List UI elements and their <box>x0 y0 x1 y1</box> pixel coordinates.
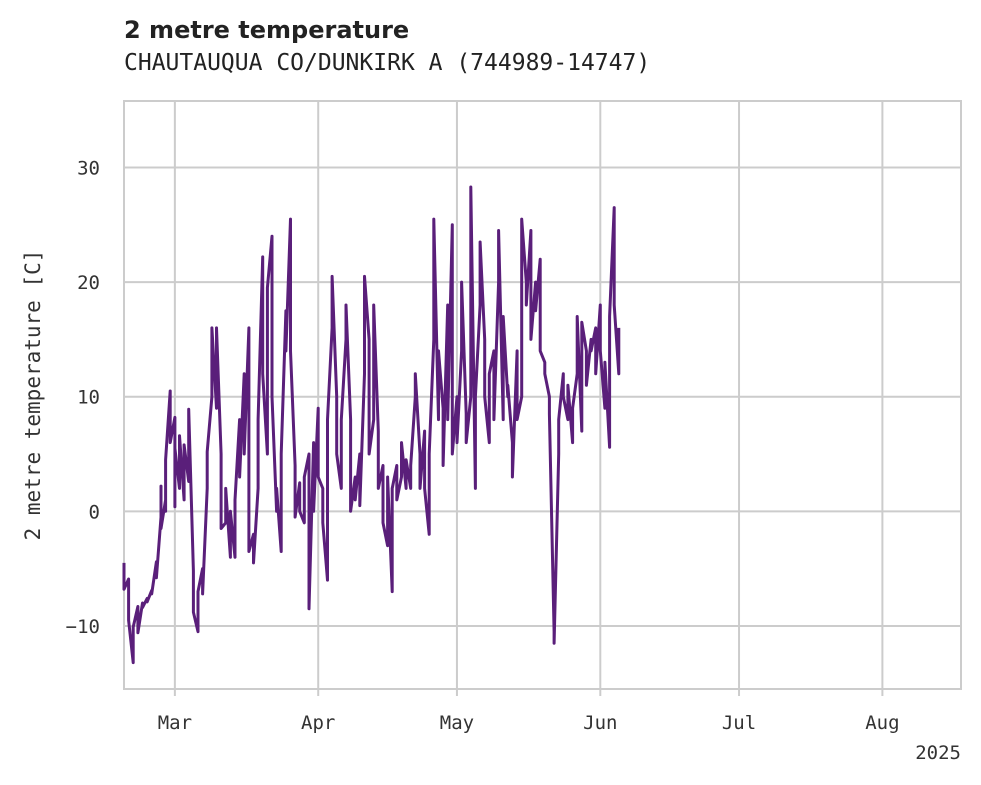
x-tick-label: Mar <box>158 712 192 734</box>
grid-lines <box>124 101 961 696</box>
y-tick-label: −10 <box>66 616 100 638</box>
y-tick-label: 20 <box>77 272 100 294</box>
series-layer <box>122 185 621 665</box>
x-tick-label: May <box>440 712 474 734</box>
chart-subtitle: CHAUTAUQUA CO/DUNKIRK A (744989-14747) <box>124 50 651 76</box>
x-tick-label: Jun <box>583 712 617 734</box>
year-label: 2025 <box>915 742 961 764</box>
plot-frame <box>123 100 962 690</box>
y-axis-label: 2 metre temperature [C] <box>21 250 45 541</box>
x-tick-label: Aug <box>865 712 899 734</box>
x-tick-label: Jul <box>722 712 756 734</box>
y-tick-label: 0 <box>89 501 100 523</box>
tick-labels: −10 0 10 20 30 Mar Apr May Jun Jul Aug <box>66 157 900 734</box>
chart-title: 2 metre temperature <box>124 16 410 44</box>
y-tick-label: 30 <box>77 157 100 179</box>
y-tick-label: 10 <box>77 387 100 409</box>
x-tick-label: Apr <box>301 712 335 734</box>
temperature-series-line <box>122 185 621 665</box>
